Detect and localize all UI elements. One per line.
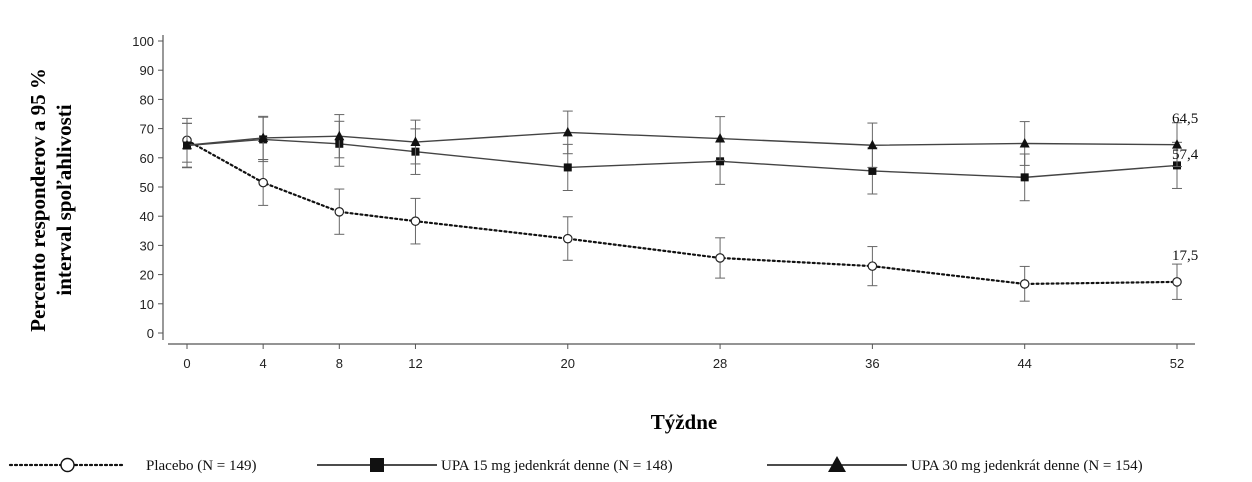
legend-marker [60, 457, 75, 473]
data-point [867, 139, 878, 150]
data-point [410, 216, 421, 226]
y-axis-title-line1: Percento responderov a 95 % [26, 68, 50, 332]
data-point [1172, 277, 1182, 287]
legend-marker [828, 456, 846, 472]
series-layer [182, 110, 1182, 302]
end-value-label: 64,5 [1172, 111, 1198, 127]
data-point [1020, 173, 1029, 182]
legend-item-1: UPA 15 mg jedenkrát denne (N = 148) [317, 458, 673, 474]
legend-label: UPA 15 mg jedenkrát denne (N = 148) [441, 458, 673, 474]
legend-item-0: Placebo (N = 149) [8, 457, 257, 474]
x-axis-title: Týždne [651, 410, 718, 434]
data-point [182, 139, 192, 150]
x-axis: 0 4 8 12 20 28 36 44 52 [168, 343, 1195, 371]
data-point [258, 132, 269, 142]
data-point [1019, 137, 1030, 148]
x-tick-label: 36 [865, 356, 879, 371]
end-labels: 17,5 57,4 64,5 [1172, 111, 1199, 264]
y-tick-label: 10 [140, 297, 154, 312]
data-point [716, 157, 725, 166]
series-line [185, 139, 1179, 286]
data-point [867, 261, 878, 271]
data-point [258, 177, 268, 188]
x-tick-label: 0 [183, 356, 190, 371]
x-tick-label: 4 [260, 356, 267, 371]
data-point [562, 233, 573, 244]
y-tick-label: 60 [140, 151, 154, 166]
legend-item-2: UPA 30 mg jedenkrát denne (N = 154) [767, 456, 1143, 474]
data-point [334, 207, 345, 217]
x-tick-label: 12 [408, 356, 422, 371]
data-point [410, 136, 421, 147]
end-value-label: 17,5 [1172, 248, 1198, 264]
y-tick-label: 80 [140, 92, 154, 107]
data-point [715, 133, 726, 143]
data-point [715, 253, 725, 263]
x-tick-label: 8 [336, 356, 343, 371]
data-point [1172, 139, 1182, 149]
y-tick-label: 0 [147, 326, 154, 341]
series-0 [182, 117, 1182, 302]
legend-label: UPA 30 mg jedenkrát denne (N = 154) [911, 458, 1143, 474]
x-tick-label: 52 [1170, 356, 1184, 371]
x-tick-label: 44 [1017, 356, 1031, 371]
legend-label: Placebo (N = 149) [146, 458, 257, 474]
data-point [334, 130, 345, 141]
y-tick-label: 30 [140, 238, 154, 253]
legend: Placebo (N = 149) UPA 15 mg jedenkrát den… [8, 456, 1143, 474]
data-point [562, 126, 573, 137]
x-tick-label: 20 [561, 356, 575, 371]
series-2 [182, 110, 1182, 168]
end-value-label: 57,4 [1172, 147, 1199, 163]
data-point [1019, 279, 1030, 289]
legend-marker [370, 458, 384, 472]
y-tick-label: 100 [132, 34, 154, 49]
y-tick-label: 90 [140, 63, 154, 78]
data-point [868, 166, 877, 175]
y-tick-label: 40 [140, 209, 154, 224]
series-1 [182, 116, 1182, 202]
y-tick-label: 50 [140, 180, 154, 195]
y-tick-label: 20 [140, 268, 154, 283]
y-axis-title-line2: interval spoľahlivosti [52, 104, 76, 295]
y-tick-label: 70 [140, 122, 154, 137]
y-axis: 0 10 20 30 40 50 60 70 80 90 100 [132, 34, 164, 341]
x-tick-label: 28 [713, 356, 727, 371]
data-point [563, 163, 572, 172]
